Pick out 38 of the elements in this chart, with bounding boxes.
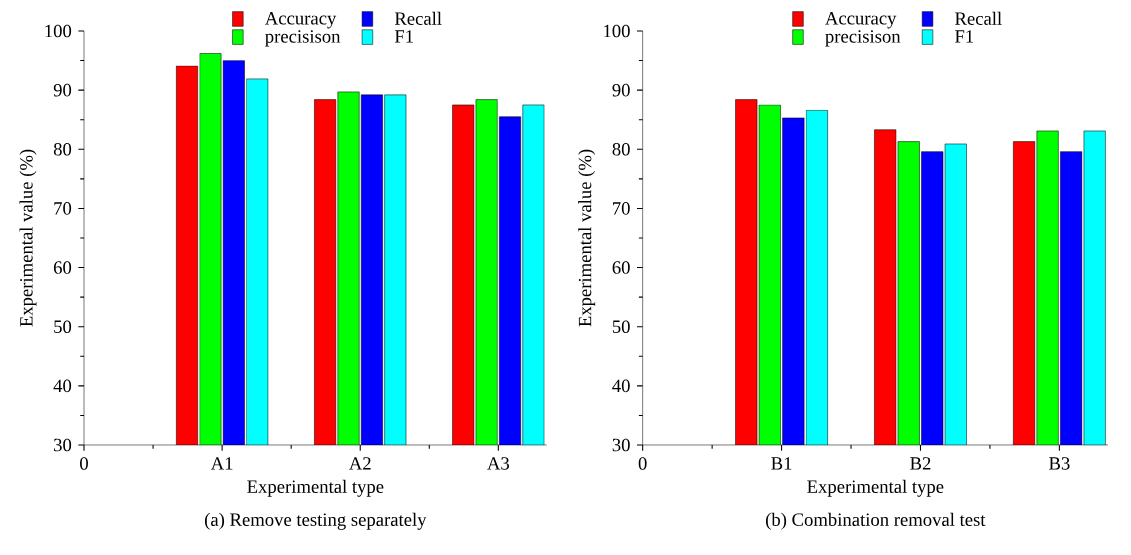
legend-label: precisison [265, 30, 341, 47]
x-tick-label: A1 [210, 457, 233, 470]
text: (b) Combination removal test [765, 512, 986, 530]
x-axis-title: Experimental type [807, 479, 944, 497]
legend-label: Recall [955, 11, 1002, 25]
legend-label: F1 [394, 30, 413, 43]
y-tick-label: 30 [612, 438, 630, 452]
y-tick-label: 40 [612, 379, 630, 393]
legend-label: precisison [825, 30, 901, 47]
y-axis-title: Experimental value (%) [578, 149, 596, 327]
y-tick-label: 70 [54, 202, 72, 215]
legend-label: Accuracy [825, 12, 897, 29]
y-axis-title: Experimental value (%) [19, 149, 37, 327]
legend-label: Accuracy [264, 12, 337, 29]
y-tick-label: 80 [612, 142, 630, 156]
y-tick-label: 30 [54, 438, 72, 452]
legend-label: Recall [394, 11, 442, 25]
x-axis-title: Experimental type [247, 479, 384, 497]
x-tick-label: B1 [771, 457, 792, 470]
y-tick-label: 100 [604, 24, 630, 38]
x-tick-label: B3 [1049, 457, 1070, 470]
x-tick-label: 0 [638, 457, 647, 470]
y-tick-label: 90 [612, 83, 630, 97]
legend-label: F1 [955, 30, 974, 43]
y-tick-label: 70 [613, 202, 630, 215]
x-tick-label: A3 [487, 457, 510, 470]
y-tick-label: 60 [612, 261, 630, 274]
y-tick-label: 60 [53, 261, 72, 274]
x-tick-label: B2 [910, 457, 931, 470]
x-tick-label: 0 [80, 457, 88, 470]
x-tick-label: A2 [349, 457, 371, 470]
y-tick-label: 90 [53, 83, 72, 97]
y-tick-label: 80 [53, 142, 72, 156]
text: (a) Remove testing separately [204, 512, 427, 530]
y-tick-label: 50 [54, 320, 72, 334]
y-tick-label: 50 [612, 320, 630, 334]
y-tick-label: 40 [53, 379, 72, 393]
y-tick-label: 100 [45, 24, 72, 38]
